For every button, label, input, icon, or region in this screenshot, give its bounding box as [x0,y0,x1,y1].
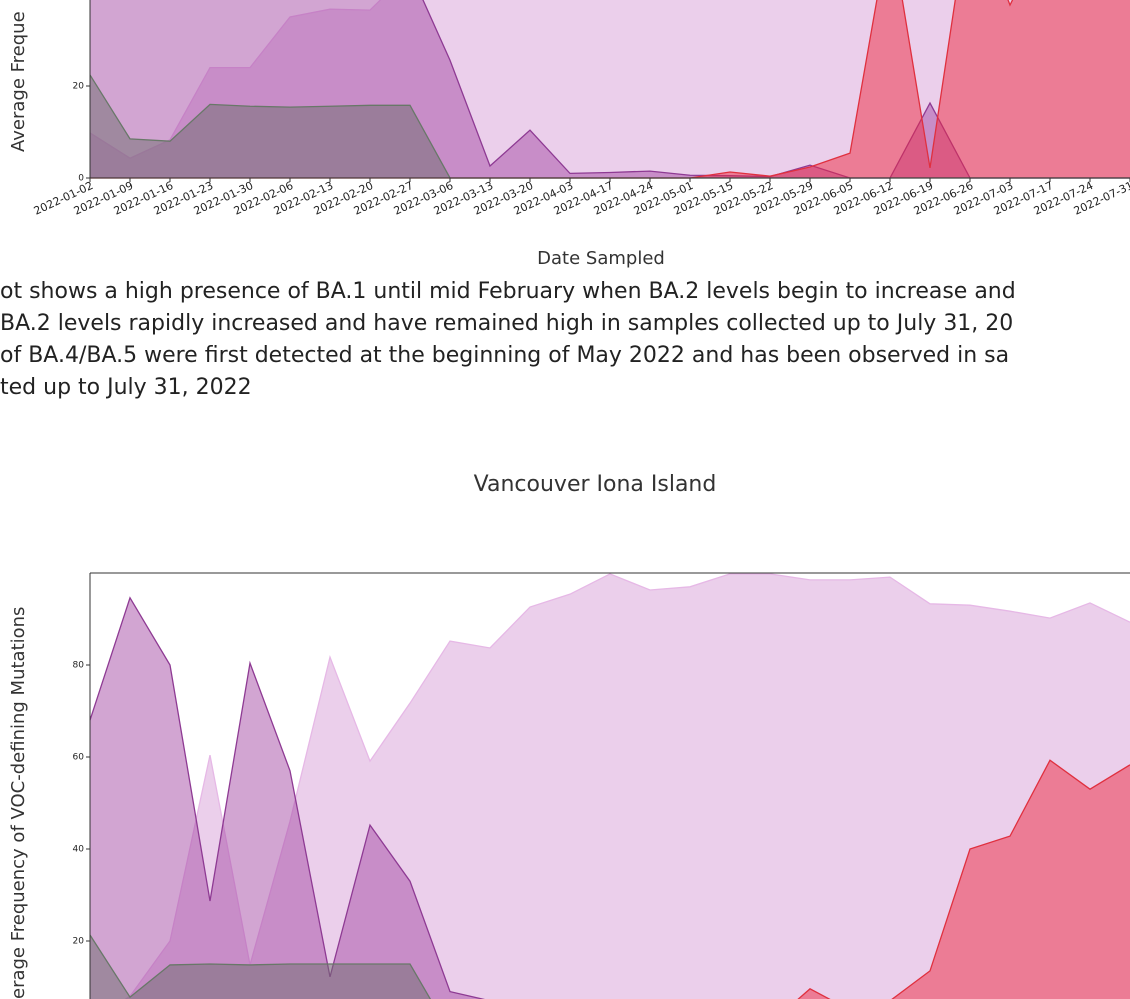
y-axis-label: Average Freque [8,11,29,152]
area-fill [90,74,1130,178]
y-tick-label: 0 [78,174,84,184]
area-fill [798,760,1130,999]
plot [89,573,1130,999]
area-fill [90,935,431,999]
area-line [89,934,432,999]
x-axis-label: Date Sampled [537,248,665,269]
paragraph-line: ot shows a high presence of BA.1 until m… [0,279,1016,304]
paragraph-line: BA.2 levels rapidly increased and have r… [0,311,1013,336]
y-tick-label: 20 [73,937,85,947]
area-line [797,759,1130,999]
y-axis-label: erage Frequency of VOC-defining Mutation… [8,607,29,999]
y-tick-label: 60 [73,753,85,763]
area-fill [90,597,483,999]
y-tick-label: 20 [73,82,85,92]
area-line [89,596,486,999]
paragraph-line: ted up to July 31, 2022 [0,375,252,400]
area-fill [90,0,1130,178]
y-tick-label: 40 [73,845,85,855]
plot [89,0,1130,179]
paragraph-line: of BA.4/BA.5 were first detected at the … [0,343,1009,368]
chart-title: Vancouver Iona Island [474,472,717,497]
y-tick-label: 80 [73,661,85,671]
